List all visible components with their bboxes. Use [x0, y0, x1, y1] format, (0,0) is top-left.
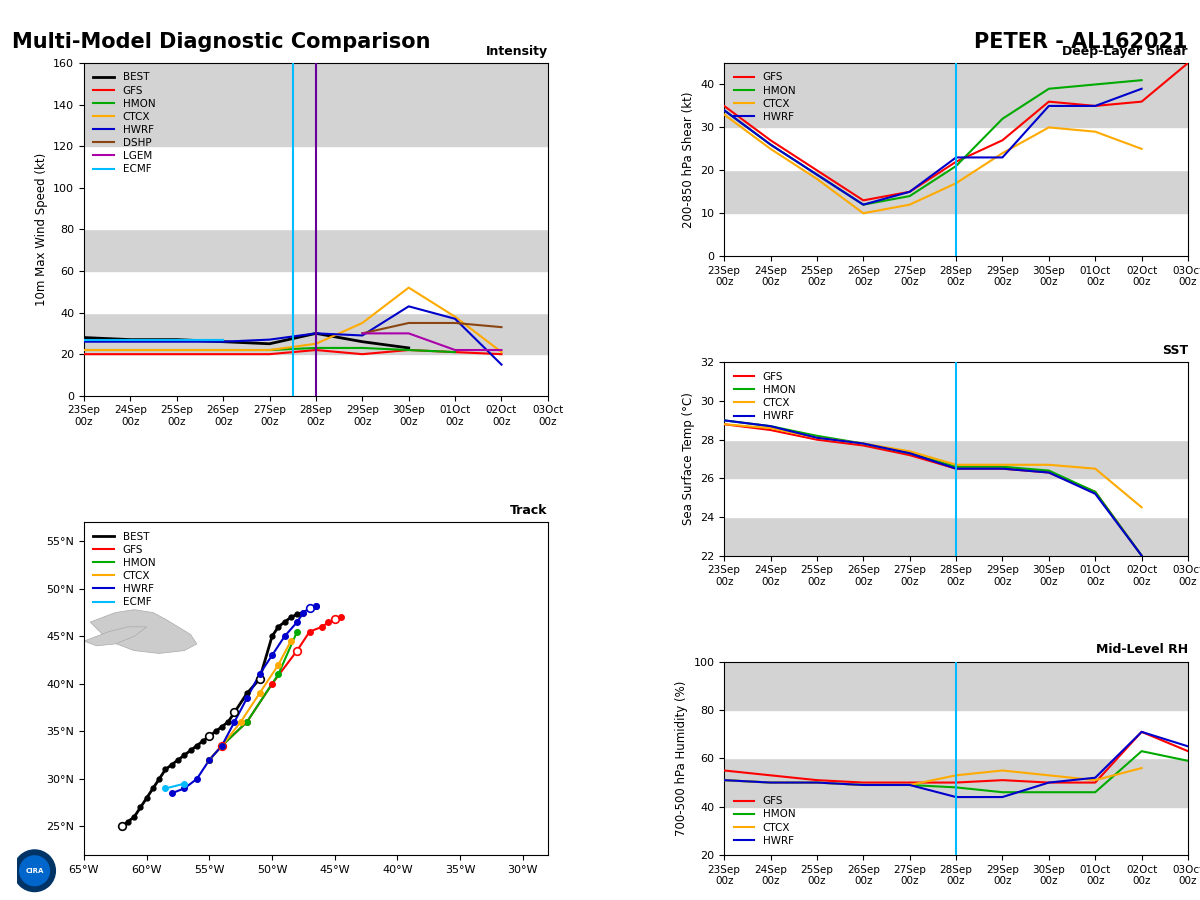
Text: SST: SST [1162, 344, 1188, 357]
Y-axis label: 700-500 hPa Humidity (%): 700-500 hPa Humidity (%) [674, 680, 688, 836]
Bar [724, 128, 1188, 170]
Bar [724, 710, 1188, 759]
Bar [724, 478, 1188, 517]
Bar [724, 806, 1188, 855]
Bar [84, 271, 548, 312]
Legend: BEST, GFS, HMON, CTCX, HWRF, ECMF: BEST, GFS, HMON, CTCX, HWRF, ECMF [89, 527, 160, 611]
Circle shape [19, 856, 49, 886]
Bar [724, 440, 1188, 478]
Legend: GFS, HMON, CTCX, HWRF: GFS, HMON, CTCX, HWRF [730, 792, 799, 850]
Text: Track: Track [510, 504, 548, 517]
Polygon shape [90, 609, 197, 653]
Circle shape [13, 850, 55, 892]
Bar [724, 170, 1188, 213]
Y-axis label: Sea Surface Temp (°C): Sea Surface Temp (°C) [682, 392, 695, 526]
Text: Multi-Model Diagnostic Comparison: Multi-Model Diagnostic Comparison [12, 32, 431, 51]
Polygon shape [84, 626, 146, 646]
Bar [724, 63, 1188, 128]
Text: Mid-Level RH: Mid-Level RH [1096, 644, 1188, 656]
Bar [84, 146, 548, 230]
Text: CIRA: CIRA [25, 868, 43, 874]
Bar [84, 230, 548, 271]
Bar [724, 213, 1188, 256]
Bar [84, 63, 548, 146]
Bar [724, 759, 1188, 806]
Legend: GFS, HMON, CTCX, HWRF: GFS, HMON, CTCX, HWRF [730, 68, 799, 126]
Bar [724, 517, 1188, 555]
Legend: BEST, GFS, HMON, CTCX, HWRF, DSHP, LGEM, ECMF: BEST, GFS, HMON, CTCX, HWRF, DSHP, LGEM,… [89, 68, 160, 178]
Text: Deep-Layer Shear: Deep-Layer Shear [1062, 45, 1188, 58]
Bar [724, 363, 1188, 440]
Text: Intensity: Intensity [486, 45, 548, 58]
Y-axis label: 200-850 hPa Shear (kt): 200-850 hPa Shear (kt) [682, 91, 695, 228]
Bar [84, 355, 548, 396]
Legend: GFS, HMON, CTCX, HWRF: GFS, HMON, CTCX, HWRF [730, 367, 799, 426]
Text: PETER - AL162021: PETER - AL162021 [974, 32, 1188, 51]
Bar [724, 662, 1188, 710]
Bar [84, 312, 548, 355]
Y-axis label: 10m Max Wind Speed (kt): 10m Max Wind Speed (kt) [35, 153, 48, 306]
